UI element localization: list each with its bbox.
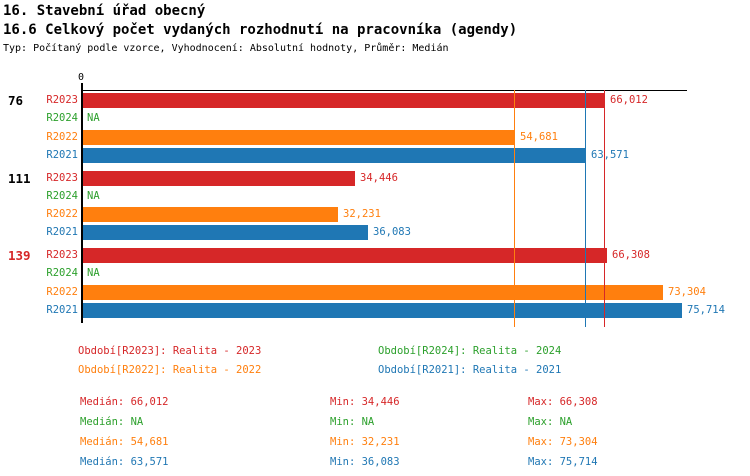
stat-min-r2022: Min: 32,231 [330, 435, 400, 448]
bar-r2021 [83, 302, 682, 318]
bar-r2022 [83, 129, 515, 145]
stat-max-r2024: Max: NA [528, 415, 573, 428]
bar-r2023 [83, 170, 355, 186]
chart-meta-info: Typ: Počítaný podle vzorce, Vyhodnocení:… [3, 43, 449, 54]
x-axis-tick-zero: 0 [78, 72, 85, 83]
legend-item-r2021: Období[R2021]: Realita - 2021 [378, 363, 562, 376]
series-label-r2021: R2021 [46, 148, 78, 161]
series-label-r2024: R2024 [46, 112, 78, 125]
bar-value-label: 54,681 [520, 130, 558, 143]
bar-r2021 [83, 147, 586, 163]
y-axis-line [81, 83, 83, 323]
legend-item-r2023: Období[R2023]: Realita - 2023 [78, 345, 262, 357]
legend-item-r2024: Období[R2024]: Realita - 2024 [378, 345, 562, 357]
stat-median-r2021: Medián: 63,571 [80, 455, 169, 468]
bar-value-label: 75,714 [687, 303, 725, 316]
median-gridline-r2021 [585, 90, 586, 327]
stat-median-r2023: Medián: 66,012 [80, 395, 169, 408]
stat-max-r2021: Max: 75,714 [528, 455, 598, 468]
report-section-title: 16. Stavební úřad obecný [3, 3, 206, 19]
series-label-r2023: R2023 [46, 94, 78, 106]
group-label-76: 76 [8, 93, 24, 108]
series-label-r2024: R2024 [46, 189, 78, 202]
bar-value-label: 32,231 [343, 208, 381, 221]
bar-value-na-label: NA [87, 189, 100, 202]
bar-value-label: 63,571 [591, 148, 629, 161]
stat-min-r2021: Min: 36,083 [330, 455, 400, 468]
bar-r2022 [83, 284, 663, 300]
bar-value-na-label: NA [87, 112, 100, 125]
bar-r2023 [83, 248, 607, 263]
x-axis-line [82, 90, 687, 91]
bar-value-label: 36,083 [373, 226, 411, 239]
series-label-r2023: R2023 [46, 171, 78, 184]
series-label-r2022: R2022 [46, 130, 78, 143]
bar-r2021 [83, 225, 368, 241]
stat-min-r2024: Min: NA [330, 415, 375, 428]
bar-value-label: 66,012 [610, 94, 648, 106]
bar-value-label: 34,446 [360, 171, 398, 184]
bar-value-label: 73,304 [668, 285, 706, 298]
indicator-title: 16.6 Celkový počet vydaných rozhodnutí n… [3, 22, 518, 38]
bar-r2023 [83, 93, 605, 108]
series-label-r2022: R2022 [46, 208, 78, 221]
series-label-r2022: R2022 [46, 285, 78, 298]
bar-value-label: 66,308 [612, 249, 650, 261]
bar-value-na-label: NA [87, 267, 100, 280]
series-label-r2023: R2023 [46, 249, 78, 261]
legend-item-r2022: Období[R2022]: Realita - 2022 [78, 363, 262, 376]
group-label-139: 139 [8, 248, 31, 263]
series-label-r2024: R2024 [46, 267, 78, 280]
median-gridline-r2022 [514, 90, 515, 327]
median-gridline-r2023 [604, 90, 605, 327]
series-label-r2021: R2021 [46, 303, 78, 316]
stat-min-r2023: Min: 34,446 [330, 395, 400, 408]
group-label-111: 111 [8, 170, 31, 186]
series-label-r2021: R2021 [46, 226, 78, 239]
stat-median-r2022: Medián: 54,681 [80, 435, 169, 448]
stat-max-r2022: Max: 73,304 [528, 435, 598, 448]
stat-median-r2024: Medián: NA [80, 415, 144, 428]
stat-max-r2023: Max: 66,308 [528, 395, 598, 408]
bar-r2022 [83, 207, 338, 223]
